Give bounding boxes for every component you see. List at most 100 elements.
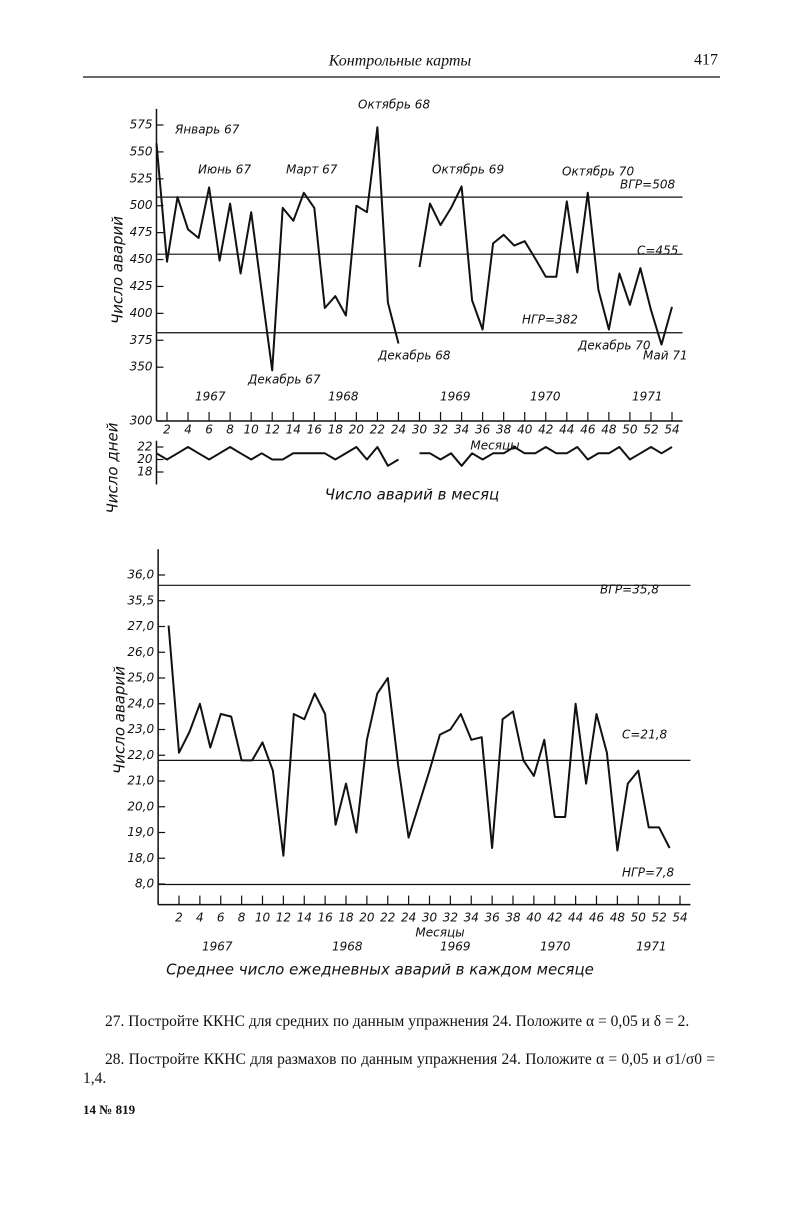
- y-tick-label: 20: [137, 452, 153, 466]
- control-line-label: С=21,8: [622, 728, 668, 742]
- annotation: Январь 67: [174, 123, 240, 137]
- annotation: 1969: [440, 390, 471, 404]
- annotation: 1967: [195, 390, 226, 404]
- x-tick-label: 32: [433, 423, 448, 437]
- x-tick-label: 38: [496, 423, 512, 437]
- y-axis-label: Число аварий: [109, 216, 127, 324]
- x-tick-label: 36: [484, 911, 500, 925]
- y-tick-label: 36,0: [127, 568, 154, 582]
- running-title: Контрольные карты: [328, 53, 472, 70]
- x-tick-label: 16: [307, 423, 323, 437]
- annotation: Октябрь 70: [562, 165, 634, 179]
- annotation: Июнь 67: [198, 163, 251, 177]
- x-tick-label: 18: [328, 423, 344, 437]
- y-tick-label: 19,0: [127, 825, 154, 839]
- annotation: 1970: [530, 390, 561, 404]
- x-tick-label: 8: [238, 911, 246, 925]
- x-tick-label: 40: [526, 911, 542, 925]
- x-tick-label: 46: [580, 423, 596, 437]
- y-tick-label: 22,0: [127, 748, 154, 762]
- data-line: [167, 625, 671, 857]
- x-axis-label: Месяцы: [470, 439, 519, 453]
- x-tick-label: 16: [317, 911, 333, 925]
- y-tick-label: 550: [130, 144, 153, 158]
- page-number: 417: [694, 52, 718, 69]
- x-tick-label: 52: [651, 911, 666, 925]
- x-tick-label: 14: [297, 911, 312, 925]
- y-tick-label: 26,0: [127, 645, 154, 659]
- y-tick-label: 400: [130, 306, 153, 320]
- x-tick-label: 32: [443, 911, 458, 925]
- y-tick-label: 350: [130, 360, 153, 374]
- x-tick-label: 18: [338, 911, 354, 925]
- annotation: Октябрь 68: [358, 98, 430, 112]
- annotation: Декабрь 68: [377, 349, 451, 363]
- annotation: Март 67: [286, 163, 338, 177]
- x-tick-label: 34: [454, 423, 469, 437]
- x-tick-label: 44: [568, 911, 583, 925]
- x-tick-label: 6: [217, 911, 225, 925]
- x-tick-label: 48: [601, 423, 617, 437]
- x-tick-label: 14: [286, 423, 301, 437]
- x-tick-label: 20: [359, 911, 375, 925]
- x-tick-label: 54: [664, 423, 679, 437]
- control-line-label: НГР=382: [522, 313, 578, 327]
- x-tick-label: 4: [184, 423, 192, 437]
- footer: 14 № 819: [83, 1102, 136, 1117]
- y-axis-label: Число аварий: [111, 666, 129, 774]
- x-tick-label: 24: [401, 911, 416, 925]
- x-tick-label: 2: [163, 423, 171, 437]
- annotation: 1971: [636, 940, 667, 954]
- x-tick-label: 42: [538, 423, 553, 437]
- y-tick-label: 475: [130, 225, 153, 239]
- exercise: 28. Постройте ККНС для размахов по данны…: [83, 1051, 715, 1087]
- x-tick-label: 40: [517, 423, 533, 437]
- x-tick-label: 10: [255, 911, 271, 925]
- y-tick-label: 21,0: [127, 774, 154, 788]
- x-tick-label: 44: [559, 423, 574, 437]
- y-tick-label: 575: [130, 118, 153, 132]
- x-tick-label: 12: [265, 423, 280, 437]
- annotation: Октябрь 69: [432, 163, 504, 177]
- y-tick-label: 23,0: [127, 722, 154, 736]
- annotation: 1970: [540, 940, 571, 954]
- y-tick-label: 300: [130, 414, 153, 428]
- y-tick-label: 22: [137, 440, 152, 454]
- x-tick-label: 6: [205, 423, 213, 437]
- x-tick-label: 22: [380, 911, 395, 925]
- annotation: 1968: [332, 940, 363, 954]
- annotation: Май 71: [643, 349, 688, 363]
- x-tick-label: 30: [422, 911, 438, 925]
- annotation: Декабрь 67: [247, 373, 321, 387]
- y-tick-label: 500: [130, 198, 153, 212]
- y-tick-label: 18: [137, 465, 153, 479]
- control-line-label: С=455: [637, 244, 678, 258]
- data-line: [155, 126, 673, 372]
- annotation: Декабрь 70: [577, 339, 651, 353]
- x-tick-label: 20: [349, 423, 365, 437]
- x-tick-label: 8: [226, 423, 234, 437]
- x-tick-label: 42: [547, 911, 562, 925]
- x-tick-label: 22: [370, 423, 385, 437]
- annotation: 1968: [328, 390, 359, 404]
- y-tick-label: 525: [130, 171, 153, 185]
- control-line-label: ВГР=508: [620, 178, 675, 192]
- y-tick-label: 425: [130, 279, 153, 293]
- y-tick-label: 27,0: [127, 619, 154, 633]
- y-tick-label: 18,0: [127, 851, 154, 865]
- x-tick-label: 38: [505, 911, 521, 925]
- y-tick-label: 375: [130, 333, 153, 347]
- x-tick-label: 48: [610, 911, 626, 925]
- x-tick-label: 50: [631, 911, 647, 925]
- x-tick-label: 36: [475, 423, 491, 437]
- caption: Число аварий в месяц: [325, 486, 499, 504]
- y-tick-label: 20,0: [127, 799, 154, 813]
- x-tick-label: 2: [175, 911, 183, 925]
- y-tick-label: 450: [130, 252, 153, 266]
- x-tick-label: 54: [672, 911, 687, 925]
- x-tick-label: 12: [276, 911, 291, 925]
- y-tick-label: 24,0: [127, 696, 154, 710]
- x-axis-label: Месяцы: [415, 926, 464, 940]
- data-line: [155, 446, 673, 467]
